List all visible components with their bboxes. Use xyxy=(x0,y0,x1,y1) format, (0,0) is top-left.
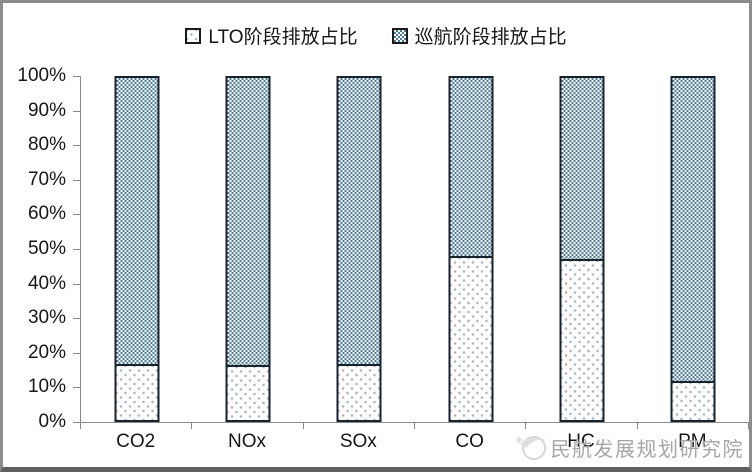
legend-item-cruise: 巡航阶段排放占比 xyxy=(391,22,567,49)
bar-segment-cruise xyxy=(227,78,269,366)
bar-segment-cruise xyxy=(672,78,714,381)
legend: LTO阶段排放占比 巡航阶段排放占比 xyxy=(3,22,749,49)
y-tick-mark xyxy=(73,283,80,285)
bar-segment-lto xyxy=(672,380,714,420)
bar-segment-lto xyxy=(338,363,380,420)
y-tick-mark xyxy=(73,387,80,389)
bar-segment-lto xyxy=(116,363,158,420)
y-tick-label: 100% xyxy=(17,65,66,86)
y-tick-label: 80% xyxy=(27,134,66,156)
x-tick-mark xyxy=(525,423,527,429)
x-tick-label: HC xyxy=(567,431,595,452)
x-tick-mark xyxy=(302,423,304,429)
plot-area xyxy=(80,76,749,423)
x-tick-label: CO xyxy=(455,431,484,452)
y-tick-mark xyxy=(73,318,80,320)
legend-label-cruise: 巡航阶段排放占比 xyxy=(414,27,567,48)
y-tick-label: 20% xyxy=(27,341,66,363)
legend-item-lto: LTO阶段排放占比 xyxy=(185,22,358,49)
bar-CO xyxy=(448,76,494,422)
bar-CO2 xyxy=(114,76,160,422)
x-tick-label: CO2 xyxy=(116,431,156,452)
y-tick-mark xyxy=(73,179,80,181)
x-tick-label: NOx xyxy=(228,431,266,452)
watermark: 民航发展规划研究院 xyxy=(515,430,745,464)
bar-segment-cruise xyxy=(561,78,603,260)
y-tick-label: 40% xyxy=(27,272,66,294)
y-tick-label: 60% xyxy=(27,203,66,225)
y-tick-mark xyxy=(73,422,80,423)
y-tick-mark xyxy=(73,145,80,147)
x-tick-mark xyxy=(191,423,193,429)
y-tick-label: 50% xyxy=(27,238,66,259)
bar-segment-cruise xyxy=(338,78,380,364)
x-tick-mark xyxy=(414,423,415,429)
bar-segment-lto xyxy=(561,259,603,420)
y-tick-label: 90% xyxy=(27,99,66,121)
legend-label-lto: LTO阶段排放占比 xyxy=(208,27,358,48)
watermark-logo-icon xyxy=(515,436,546,460)
bar-segment-lto xyxy=(227,365,269,420)
y-tick-mark xyxy=(73,110,80,112)
x-axis-labels: CO2 NOx SOx CO HC PM xyxy=(80,431,748,457)
x-tick-mark xyxy=(636,423,638,429)
x-tick-mark xyxy=(748,423,749,429)
cruise-pattern-swatch-icon xyxy=(391,27,408,44)
bar-NOx xyxy=(225,76,271,422)
bar-segment-lto xyxy=(450,255,492,420)
bar-SOx xyxy=(336,76,382,422)
y-tick-mark xyxy=(73,214,80,216)
y-tick-label: 70% xyxy=(27,168,66,190)
y-tick-label: 0% xyxy=(38,411,66,432)
lto-pattern-swatch-icon xyxy=(185,27,202,44)
y-tick-label: 30% xyxy=(27,307,66,329)
bar-PM xyxy=(670,76,716,422)
y-tick-mark xyxy=(73,352,80,354)
x-tick-label: PM xyxy=(678,431,707,452)
bar-HC xyxy=(559,76,605,422)
y-tick-mark xyxy=(73,249,80,250)
y-tick-label: 10% xyxy=(27,376,66,398)
y-tick-mark xyxy=(73,76,80,77)
watermark-text: 民航发展规划研究院 xyxy=(550,438,744,461)
bar-segment-cruise xyxy=(450,78,492,256)
x-tick-mark xyxy=(80,423,81,429)
bar-segment-cruise xyxy=(116,78,158,364)
x-tick-label: SOx xyxy=(339,431,377,452)
y-axis-labels: 0% 10% 20% 30% 40% 50% 60% 70% 80% 90% 100% xyxy=(3,66,66,431)
